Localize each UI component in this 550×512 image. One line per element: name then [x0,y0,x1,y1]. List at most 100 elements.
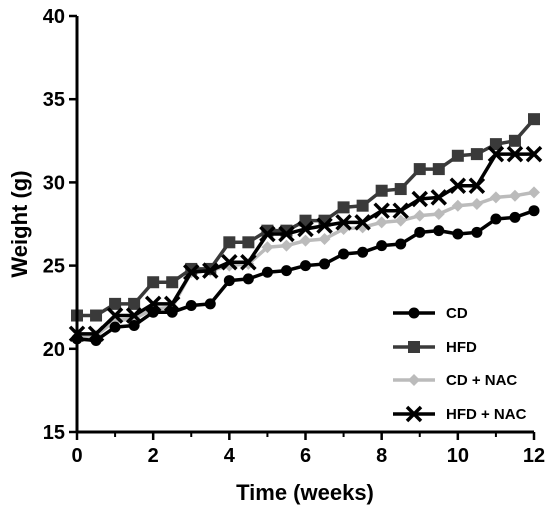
data-point [109,321,121,333]
data-point [470,198,483,211]
data-point [414,226,426,238]
data-point [489,138,502,151]
y-tick-label: 15 [43,422,65,444]
data-point [204,298,216,310]
data-point [242,273,254,285]
y-tick-label: 20 [43,339,65,361]
data-point [109,297,122,310]
legend-label: CD + NAC [446,372,517,389]
data-point [506,145,524,163]
data-point [376,240,388,252]
data-point [487,145,505,163]
data-point [508,134,521,147]
data-point [261,266,273,278]
data-point [451,199,464,212]
data-point [432,163,445,176]
data-point [147,306,159,318]
data-point [525,145,543,163]
legend: CD HFD CD + NAC HFD + NAC [393,305,527,423]
series-cd [71,205,540,346]
data-point [147,276,160,289]
legend-marker [408,307,420,319]
legend-item: HFD + NAC [393,405,527,423]
data-point [449,177,467,194]
data-point [470,148,483,161]
y-tick-label: 35 [43,89,65,111]
data-point [509,211,521,223]
data-point [528,186,540,199]
data-point [392,202,409,219]
ticks: 0 2 4 6 8 10 12 15 20 25 30 35 40 [43,6,545,467]
series-hfd-nac [68,145,543,343]
data-point [319,258,331,270]
x-axis-title: Time (weeks) [236,480,374,505]
y-axis-title: Weight (g) [7,170,32,277]
legend-item: CD + NAC [393,372,517,389]
data-point [433,225,445,237]
data-point [163,295,181,313]
legend-label: CD [446,305,468,322]
data-point [278,225,295,243]
legend-label: HFD + NAC [446,406,527,423]
legend-marker [405,405,423,423]
x-tick-label: 2 [148,445,159,467]
data-point [183,264,200,281]
data-point [375,184,388,197]
data-point [125,307,143,324]
data-point [318,232,331,245]
data-point [335,214,352,231]
data-point [297,220,314,238]
data-point [337,201,350,214]
data-point [300,260,311,272]
data-point [90,309,103,322]
data-point [316,217,333,234]
data-point [373,202,390,219]
legend-item: CD [393,305,468,322]
legend-marker [408,341,420,353]
data-point [166,306,178,318]
data-point [221,254,238,271]
data-point [299,234,312,247]
data-point [128,320,140,332]
data-point [259,225,276,243]
data-point [375,216,388,229]
data-point [354,214,371,231]
legend-label: HFD [446,339,477,356]
data-point [280,265,292,277]
data-point [166,276,179,289]
data-point [106,307,124,324]
data-point [471,226,483,238]
data-point [223,236,236,249]
data-point [242,236,255,249]
data-point [280,239,293,252]
x-tick-label: 12 [523,445,545,467]
y-tick-label: 40 [43,6,65,28]
x-tick-label: 10 [447,445,469,467]
data-point [490,213,502,225]
data-point [395,238,407,250]
data-point [413,209,426,222]
data-point [240,254,257,271]
data-point [144,295,162,313]
data-point [356,199,369,212]
legend-item: HFD [393,339,477,356]
data-point [357,246,369,258]
data-point [452,228,464,240]
series-hfd [71,113,540,322]
x-tick-label: 4 [224,445,236,467]
data-point [432,208,445,221]
data-point [202,262,219,279]
y-tick-label: 25 [43,256,65,278]
data-point [528,205,540,217]
x-tick-label: 0 [71,445,82,467]
data-point [128,297,141,310]
data-point [411,190,428,208]
data-point [528,113,540,126]
series-layer [68,113,543,346]
data-point [394,183,407,196]
data-point [185,300,197,312]
legend-marker [408,374,420,386]
data-point [451,149,464,162]
data-point [430,189,448,206]
